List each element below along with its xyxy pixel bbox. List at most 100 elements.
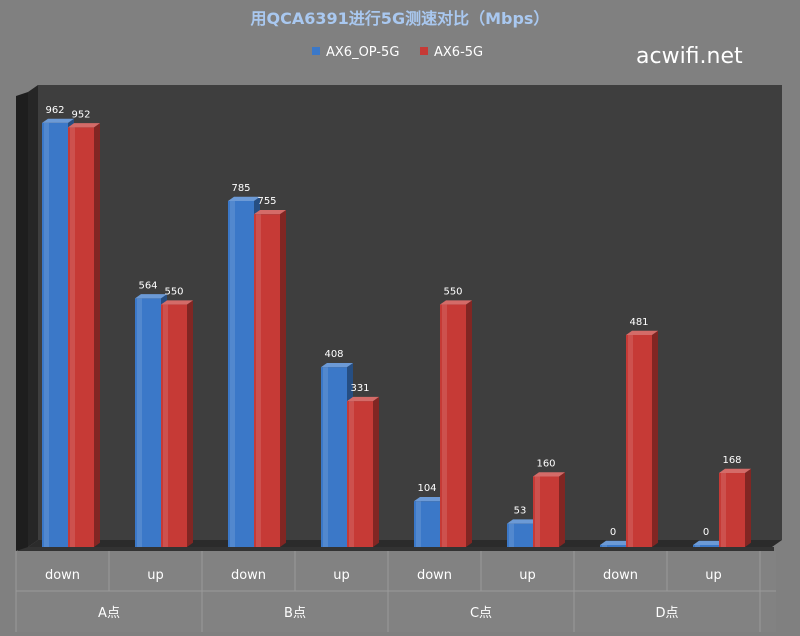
data-label: 331 — [350, 383, 369, 394]
data-label: 755 — [257, 196, 276, 207]
bar-highlight — [323, 367, 328, 547]
chart-title: 用QCA6391进行5G测速对比（Mbps） — [251, 9, 550, 28]
bar-side — [745, 468, 751, 547]
plot-left-wall — [28, 85, 38, 547]
bar-top — [440, 300, 472, 305]
data-label: 104 — [417, 483, 436, 494]
bar-AX6-5G-6: 481 — [626, 317, 658, 547]
bar-front — [347, 401, 373, 547]
data-label: 53 — [514, 506, 527, 517]
tick-label: down — [231, 568, 266, 583]
bar-highlight — [695, 545, 700, 547]
bar-front — [254, 214, 280, 548]
bar-highlight — [628, 334, 633, 547]
bar-side — [559, 472, 565, 547]
bar-top — [719, 468, 751, 473]
bar-highlight — [721, 472, 726, 547]
bar-side — [373, 396, 379, 547]
bar-highlight — [349, 401, 354, 547]
bar-top — [68, 123, 100, 128]
bar-highlight — [535, 476, 540, 547]
legend-swatch — [420, 47, 428, 55]
plot-side-edge — [16, 92, 28, 551]
bar-top — [533, 472, 565, 477]
bar-highlight — [230, 200, 235, 548]
bar-side — [187, 300, 193, 547]
bar-front — [533, 476, 559, 547]
bar-side — [466, 300, 472, 547]
group-label: C点 — [470, 606, 492, 621]
tick-label: up — [519, 568, 536, 583]
group-label: A点 — [98, 606, 120, 621]
bar-front — [626, 334, 652, 547]
bar-highlight — [70, 127, 75, 547]
bar-highlight — [416, 501, 421, 547]
bar-side — [94, 123, 100, 548]
data-label: 0 — [610, 527, 616, 538]
bar-AX6-5G-1: 550 — [161, 287, 193, 547]
bar-AX6-5G-7: 168 — [719, 455, 751, 547]
watermark: acwifi.net — [636, 44, 743, 69]
bar-top — [228, 196, 260, 201]
bar-highlight — [509, 523, 514, 547]
bar-AX6-5G-3: 331 — [347, 383, 379, 547]
data-label: 962 — [45, 105, 64, 116]
bar-AX6-5G-4: 550 — [440, 287, 472, 547]
tick-label: up — [333, 568, 350, 583]
bar-front — [68, 127, 94, 547]
bar-top — [347, 396, 379, 402]
bar-top — [254, 209, 286, 215]
bar-front — [719, 472, 745, 547]
plot-floor — [28, 540, 782, 547]
bar-top — [42, 118, 74, 123]
bar-highlight — [137, 298, 142, 547]
bar-top — [600, 540, 632, 545]
bar-side — [280, 209, 286, 547]
plot-back-wall — [38, 85, 782, 540]
bar-top — [626, 330, 658, 335]
bar-AX6-5G-5: 160 — [533, 458, 565, 547]
data-label: 160 — [536, 458, 555, 469]
bar-front — [161, 304, 187, 547]
bar-AX6_OP-5G-3: 408 — [321, 349, 353, 547]
bar-AX6-5G-0: 952 — [68, 109, 100, 548]
tick-label: down — [45, 568, 80, 583]
data-label: 550 — [443, 287, 462, 298]
bar-front — [414, 501, 440, 547]
data-label: 0 — [703, 527, 709, 538]
legend-label: AX6_OP-5G — [326, 45, 399, 60]
bar-top — [135, 294, 167, 299]
bar-front — [507, 523, 533, 547]
legend-label: AX6-5G — [434, 45, 483, 60]
bar-top — [507, 519, 539, 524]
data-label: 481 — [629, 317, 648, 328]
bar-top — [321, 362, 353, 368]
bar-front — [321, 367, 347, 547]
bar-front — [228, 200, 254, 548]
tick-label: up — [705, 568, 722, 583]
bar-AX6_OP-5G-0: 962 — [42, 105, 74, 548]
group-label: B点 — [284, 606, 306, 621]
bar-highlight — [256, 214, 261, 548]
group-label: D点 — [655, 606, 678, 621]
bar-AX6-5G-2: 755 — [254, 196, 286, 548]
bar-front — [42, 122, 68, 547]
legend-swatch — [312, 47, 320, 55]
bar-top — [161, 300, 193, 305]
bar-front — [135, 298, 161, 547]
bar-highlight — [442, 304, 447, 547]
data-label: 550 — [164, 287, 183, 298]
tick-label: down — [603, 568, 638, 583]
data-label: 564 — [138, 280, 157, 291]
data-label: 952 — [71, 109, 90, 120]
bar-highlight — [44, 122, 49, 547]
data-label: 785 — [231, 183, 250, 194]
tick-label: down — [417, 568, 452, 583]
bar-side — [652, 330, 658, 547]
data-label: 168 — [722, 455, 741, 466]
bar-highlight — [163, 304, 168, 547]
tick-label: up — [147, 568, 164, 583]
bar-top — [693, 540, 725, 545]
